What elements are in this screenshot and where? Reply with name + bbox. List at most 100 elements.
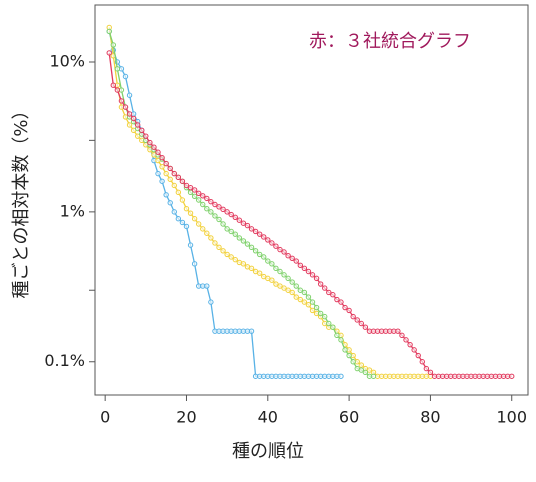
data-point bbox=[330, 292, 336, 298]
data-point bbox=[134, 122, 141, 128]
data-point bbox=[358, 367, 365, 373]
data-point bbox=[395, 328, 401, 334]
data-point bbox=[171, 182, 177, 189]
data-point bbox=[134, 133, 141, 139]
data-point bbox=[248, 244, 255, 251]
data-point bbox=[208, 209, 214, 215]
data-point bbox=[130, 115, 137, 122]
y-tick-label: 0.1% bbox=[44, 351, 85, 370]
data-point bbox=[179, 197, 186, 203]
data-point bbox=[248, 226, 255, 232]
annotation: 赤：３社統合グラフ bbox=[309, 31, 471, 52]
data-point bbox=[350, 359, 356, 365]
data-point bbox=[269, 261, 275, 267]
data-point bbox=[212, 201, 218, 208]
data-point bbox=[269, 240, 275, 246]
x-tick-label: 100 bbox=[496, 408, 527, 427]
data-point bbox=[204, 283, 210, 289]
data-point bbox=[143, 133, 149, 139]
data-point bbox=[403, 337, 409, 343]
data-point bbox=[252, 228, 259, 235]
data-point bbox=[147, 139, 153, 146]
data-point bbox=[220, 248, 226, 254]
data-point bbox=[309, 307, 316, 314]
data-point bbox=[139, 127, 145, 134]
data-point bbox=[289, 255, 295, 262]
data-point bbox=[155, 149, 161, 155]
data-point bbox=[204, 195, 210, 202]
data-point bbox=[293, 258, 299, 264]
data-point bbox=[216, 244, 222, 251]
data-point bbox=[167, 176, 173, 182]
data-point bbox=[167, 200, 173, 206]
data-point bbox=[236, 235, 243, 241]
data-point bbox=[232, 214, 238, 220]
data-point bbox=[293, 283, 299, 289]
data-point bbox=[338, 299, 344, 305]
data-point bbox=[399, 332, 405, 339]
plot-frame bbox=[94, 4, 529, 396]
data-point bbox=[256, 270, 263, 276]
data-point bbox=[167, 165, 173, 172]
data-point bbox=[317, 310, 324, 317]
data-point bbox=[224, 251, 230, 258]
data-point bbox=[126, 92, 133, 98]
data-point bbox=[187, 184, 194, 191]
data-point bbox=[191, 187, 198, 193]
data-point bbox=[261, 254, 267, 260]
data-point bbox=[204, 205, 210, 212]
data-point bbox=[155, 170, 161, 177]
data-point bbox=[350, 313, 356, 320]
data-point bbox=[338, 337, 344, 343]
data-point bbox=[256, 251, 263, 258]
data-point bbox=[427, 369, 434, 376]
data-point bbox=[273, 281, 279, 287]
data-point bbox=[224, 209, 230, 215]
data-point bbox=[309, 272, 316, 278]
data-point bbox=[171, 170, 177, 177]
data-point bbox=[163, 170, 169, 177]
data-point bbox=[114, 66, 121, 72]
data-point bbox=[297, 287, 304, 293]
data-point bbox=[317, 281, 324, 287]
data-point bbox=[200, 193, 206, 199]
data-point bbox=[183, 182, 190, 189]
data-point bbox=[354, 317, 360, 323]
data-point bbox=[122, 104, 129, 110]
data-point bbox=[370, 373, 377, 379]
data-point bbox=[179, 178, 186, 184]
data-point bbox=[362, 324, 369, 330]
data-point bbox=[159, 178, 165, 184]
data-point bbox=[252, 248, 259, 254]
data-point bbox=[126, 122, 133, 128]
data-point bbox=[195, 221, 202, 227]
data-point bbox=[326, 289, 332, 296]
data-point bbox=[273, 265, 279, 272]
data-point bbox=[244, 222, 251, 229]
data-point bbox=[212, 240, 218, 246]
data-point bbox=[191, 193, 198, 200]
data-point bbox=[277, 246, 283, 253]
data-point bbox=[204, 230, 210, 236]
data-point bbox=[342, 347, 348, 353]
x-axis-label: 種の順位 bbox=[232, 441, 304, 462]
data-point bbox=[114, 87, 121, 93]
x-tick-label: 0 bbox=[100, 408, 110, 427]
data-point bbox=[208, 299, 214, 305]
x-tick-label: 60 bbox=[339, 408, 359, 427]
data-point bbox=[277, 283, 283, 289]
data-point bbox=[265, 237, 271, 243]
data-point bbox=[175, 189, 182, 196]
data-point bbox=[122, 73, 129, 80]
data-point bbox=[118, 98, 125, 104]
data-point bbox=[163, 192, 169, 198]
x-tick-label: 20 bbox=[176, 408, 196, 427]
data-point bbox=[183, 223, 190, 230]
data-point bbox=[159, 154, 165, 161]
data-point bbox=[240, 220, 247, 226]
data-point bbox=[301, 299, 308, 305]
data-point bbox=[281, 272, 287, 278]
data-point bbox=[358, 362, 365, 368]
data-point bbox=[236, 217, 243, 223]
data-point bbox=[232, 231, 238, 237]
